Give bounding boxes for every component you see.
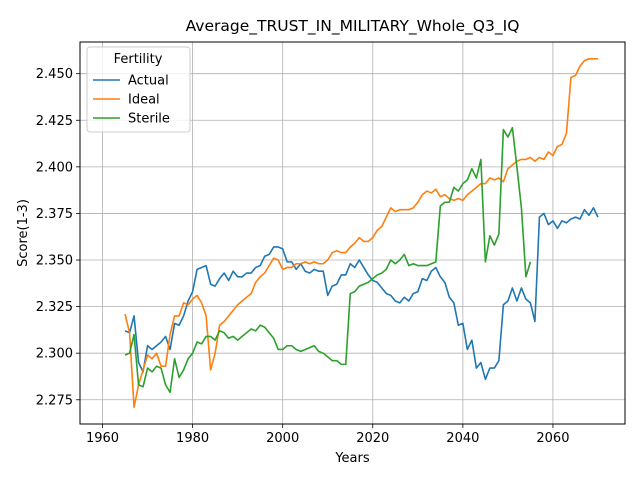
y-tick-label: 2.325 (36, 300, 73, 315)
y-tick-label: 2.450 (36, 67, 73, 82)
y-tick-label: 2.375 (36, 207, 73, 222)
y-tick-label: 2.300 (36, 347, 73, 362)
plot-frame (79, 41, 626, 425)
x-tick-label: 2020 (356, 431, 389, 446)
x-tick-label: 2060 (536, 431, 569, 446)
series-lines (124, 57, 599, 409)
series-line-sterile (124, 126, 532, 394)
legend-box (86, 46, 191, 133)
legend-label-actual: Actual (128, 74, 169, 89)
series-line-ideal (124, 57, 598, 409)
legend: Fertility Actual Ideal Sterile (86, 46, 191, 133)
x-tick-label: 1980 (176, 431, 209, 446)
legend-label-ideal: Ideal (128, 93, 160, 108)
legend-label-sterile: Sterile (128, 112, 170, 127)
chart-title: Average_TRUST_IN_MILITARY_Whole_Q3_IQ (186, 17, 520, 36)
y-tick-label: 2.275 (36, 393, 73, 408)
x-tick-label: 2000 (266, 431, 299, 446)
grid-lines (80, 42, 625, 424)
axis-ticks: 1960 1980 2000 2020 2040 2060 2.275 2.300 2.325 2… (36, 67, 570, 446)
x-axis-label: Years (334, 451, 370, 466)
y-tick-label: 2.425 (36, 114, 73, 129)
legend-items: Actual Ideal Sterile (93, 74, 170, 127)
y-tick-label: 2.400 (36, 160, 73, 175)
y-axis-label: Score(1-3) (16, 199, 31, 267)
x-tick-label: 2040 (446, 431, 479, 446)
x-tick-label: 1960 (86, 431, 119, 446)
y-tick-label: 2.350 (36, 254, 73, 269)
series-line-actual (124, 207, 599, 381)
legend-title: Fertility (114, 52, 163, 67)
